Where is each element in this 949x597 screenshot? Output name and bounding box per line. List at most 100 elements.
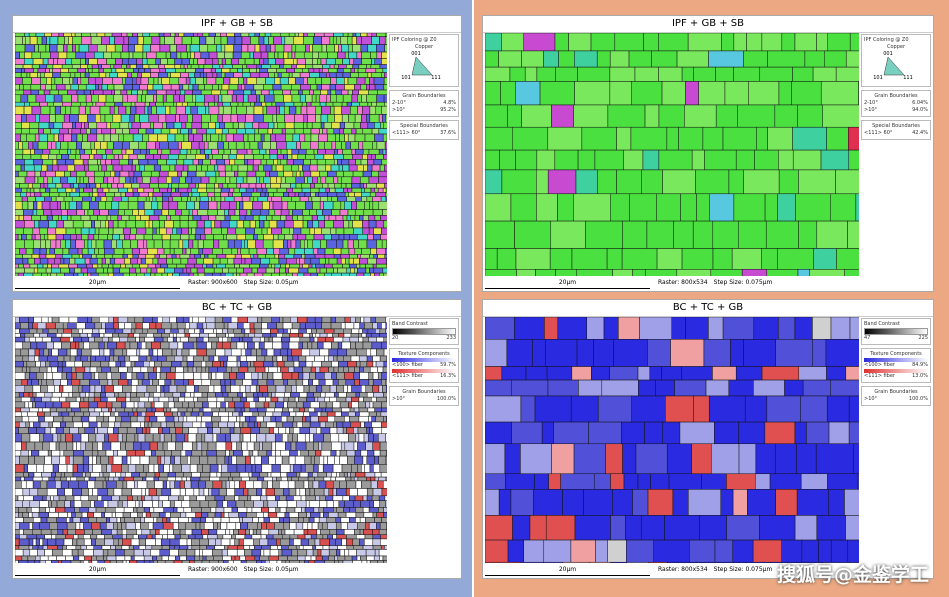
grain <box>106 44 116 53</box>
grain <box>128 159 133 166</box>
grain <box>328 215 337 221</box>
grain <box>329 84 336 91</box>
grain <box>219 476 229 482</box>
grain <box>173 122 183 129</box>
grain <box>331 122 341 129</box>
grain <box>24 159 34 166</box>
grain <box>113 522 118 530</box>
grain <box>299 488 306 497</box>
grain <box>60 267 70 274</box>
grain <box>88 488 93 497</box>
grain <box>305 415 312 423</box>
grain <box>153 239 163 249</box>
grain <box>114 101 123 107</box>
grain <box>45 254 56 259</box>
grain <box>89 341 100 350</box>
grain <box>312 51 319 59</box>
grain <box>130 239 138 249</box>
grain <box>373 392 384 398</box>
grain <box>330 227 337 235</box>
grain <box>198 141 205 150</box>
grain <box>262 392 269 398</box>
grain <box>309 411 318 417</box>
grain <box>268 72 275 78</box>
grain <box>331 196 338 202</box>
grain <box>175 427 183 434</box>
grain <box>167 72 171 78</box>
grain <box>287 476 292 482</box>
grain <box>101 84 108 91</box>
grain <box>178 239 184 249</box>
grain <box>616 169 642 195</box>
grain <box>353 441 358 451</box>
grain <box>243 545 250 550</box>
grain <box>33 317 43 323</box>
grain <box>71 196 83 202</box>
grain <box>59 450 65 457</box>
grain <box>120 372 127 380</box>
grain <box>45 360 51 368</box>
grain <box>379 272 385 276</box>
section-title: Grain Boundaries <box>402 93 446 99</box>
grain <box>822 104 859 128</box>
grain <box>804 50 826 68</box>
grain <box>157 159 167 166</box>
grain <box>277 51 284 59</box>
grain <box>367 433 374 443</box>
grain <box>56 555 66 561</box>
grain <box>230 58 240 65</box>
grain <box>29 128 39 135</box>
grain <box>333 267 338 274</box>
grain <box>289 336 301 343</box>
grain <box>378 455 387 465</box>
grain <box>226 234 238 241</box>
grain <box>52 433 59 443</box>
grain <box>791 81 822 106</box>
grain <box>130 392 137 398</box>
grain <box>268 36 274 45</box>
grain <box>222 183 229 189</box>
grain <box>102 480 107 489</box>
grain <box>134 44 144 53</box>
grain <box>287 555 298 561</box>
grain <box>182 341 194 350</box>
grain <box>293 366 303 373</box>
grain <box>59 396 67 403</box>
grain <box>274 254 279 259</box>
grain <box>80 355 88 362</box>
grain <box>24 401 29 409</box>
grain <box>330 105 335 115</box>
grain <box>202 411 213 417</box>
grain <box>83 464 90 473</box>
grain <box>118 476 125 482</box>
grain <box>191 128 198 135</box>
grain <box>175 476 183 482</box>
grain <box>735 149 755 171</box>
grain <box>339 122 345 129</box>
grain <box>270 472 281 478</box>
grain <box>39 538 44 546</box>
grain <box>90 472 100 478</box>
grain <box>103 333 113 338</box>
grain <box>323 201 334 210</box>
grain <box>288 488 297 497</box>
grain <box>173 94 180 103</box>
grain <box>15 248 20 255</box>
grain <box>255 239 264 249</box>
grain <box>366 555 375 561</box>
grain <box>848 149 859 171</box>
grain <box>341 411 349 417</box>
grain <box>314 407 323 413</box>
grain <box>379 328 386 334</box>
grain <box>182 427 189 434</box>
grain <box>279 538 290 546</box>
grain <box>612 269 633 276</box>
grain <box>112 164 123 172</box>
grain <box>313 441 319 451</box>
pole-label: 111 <box>431 75 441 81</box>
grain <box>170 234 181 241</box>
grain <box>165 89 176 96</box>
grain <box>357 427 367 434</box>
grain <box>169 538 180 546</box>
grain <box>244 159 249 166</box>
